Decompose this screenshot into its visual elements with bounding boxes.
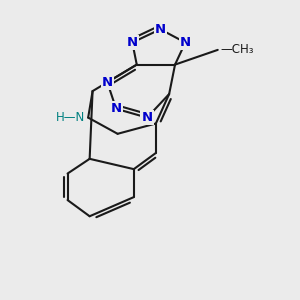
Text: N: N (155, 23, 166, 36)
Text: N: N (111, 102, 122, 115)
Text: —CH₃: —CH₃ (221, 44, 254, 56)
Text: N: N (127, 36, 138, 49)
Text: N: N (180, 36, 191, 49)
Text: H—N: H—N (56, 111, 85, 124)
Text: N: N (142, 111, 153, 124)
Text: N: N (102, 76, 113, 89)
